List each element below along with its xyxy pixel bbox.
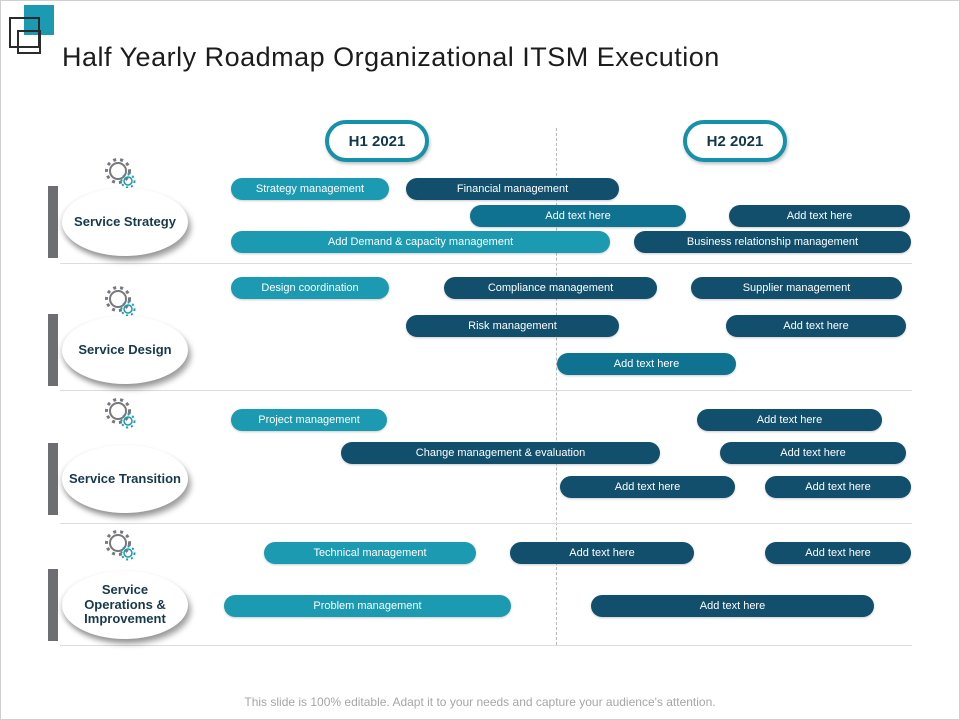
roadmap-bar: Add text here [560,476,735,498]
row-accent-bar [48,314,58,386]
row-accent-bar [48,569,58,641]
gear-icon [100,156,140,192]
hand-gear-icon [100,528,140,564]
roadmap-bar: Add text here [697,409,882,431]
decor-outline-square-small [17,30,41,54]
row-accent-bar [48,443,58,515]
roadmap-bar: Risk management [406,315,619,337]
roadmap-bar: Technical management [264,542,476,564]
roadmap-bar: Project management [231,409,387,431]
roadmap-bar: Add text here [470,205,686,227]
gears-icon [100,396,140,432]
column-header-h2-label: H2 2021 [706,132,764,150]
roadmap-bar: Supplier management [691,277,902,299]
roadmap-bar: Business relationship management [634,231,911,253]
roadmap-bar: Add text here [720,442,906,464]
process-document-icon [100,284,140,320]
roadmap-bar: Design coordination [231,277,389,299]
column-header-h1: H1 2021 [325,120,429,162]
roadmap-bar: Add text here [765,542,911,564]
roadmap-bar: Add text here [510,542,694,564]
column-header-h1-label: H1 2021 [348,132,406,150]
row-label: Service Operations & Improvement [84,581,166,627]
roadmap-bar: Problem management [224,595,511,617]
row-separator [60,263,912,264]
row-separator [60,390,912,391]
roadmap-bar: Add text here [726,315,906,337]
roadmap-bar: Financial management [406,178,619,200]
row-label-oval: Service Strategy [62,188,188,256]
row-accent-bar [48,186,58,258]
roadmap-bar: Change management & evaluation [341,442,660,464]
footer-note: This slide is 100% editable. Adapt it to… [244,695,716,709]
row-separator [60,523,912,524]
row-label-oval: Service Transition [62,445,188,513]
row-label: Service Design [78,341,172,357]
row-separator [60,645,912,646]
row-label-oval: Service Operations & Improvement [62,571,188,639]
roadmap-bar: Add Demand & capacity management [231,231,610,253]
row-label: Service Strategy [74,213,176,229]
roadmap-bar: Add text here [765,476,911,498]
roadmap-bar: Compliance management [444,277,657,299]
roadmap-bar: Add text here [729,205,910,227]
row-label-oval: Service Design [62,316,188,384]
roadmap-bar: Add text here [591,595,874,617]
roadmap-bar: Add text here [557,353,736,375]
half-year-divider-line [556,128,557,645]
column-header-h2: H2 2021 [683,120,787,162]
row-label: Service Transition [69,470,181,486]
roadmap-bar: Strategy management [231,178,389,200]
slide-title: Half Yearly Roadmap Organizational ITSM … [62,42,720,72]
